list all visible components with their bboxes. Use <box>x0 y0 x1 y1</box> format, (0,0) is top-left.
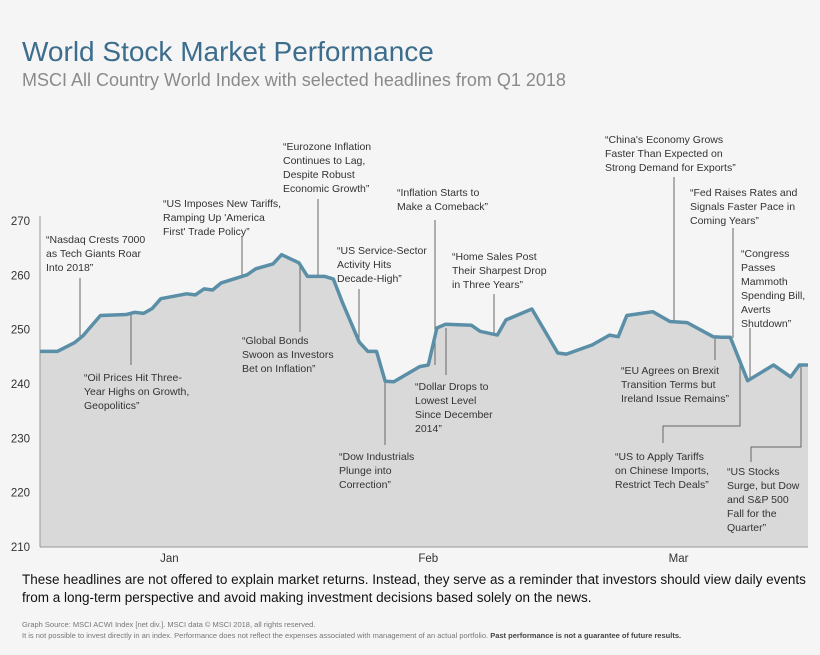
headline-annotation: “Inflation Starts to Make a Comeback” <box>397 187 489 213</box>
headline-annotation: “Congress Passes Mammoth Spending Bill, … <box>741 248 806 330</box>
graph-source: Graph Source: MSCI ACWI Index [net div.]… <box>22 620 316 629</box>
y-tick-label: 270 <box>11 216 30 228</box>
annotation-leader-14 <box>662 363 741 443</box>
page-title: World Stock Market Performance <box>22 36 434 67</box>
y-tick-label: 260 <box>11 270 30 282</box>
headline-annotation: “Oil Prices Hit Three- Year Highs on Gro… <box>84 372 190 412</box>
headline-annotation: “Dollar Drops to Lowest Level Since Dece… <box>415 381 493 435</box>
headline-annotation: “EU Agrees on Brexit Transition Terms bu… <box>621 365 729 405</box>
headline-annotation: “Global Bonds Swoon as Investors Bet on … <box>242 335 334 375</box>
index-line <box>40 252 808 384</box>
x-tick-label-jan: Jan <box>160 553 179 565</box>
headline-annotation: “China's Economy Grows Faster Than Expec… <box>605 134 736 174</box>
source-footer: Graph Source: MSCI ACWI Index [net div.]… <box>22 619 681 641</box>
disclaimer-line: It is not possible to invest directly in… <box>22 630 681 641</box>
y-tick-label: 250 <box>11 325 30 337</box>
x-tick-label-feb: Feb <box>418 553 438 565</box>
disclaimer-note: These headlines are not offered to expla… <box>22 572 806 605</box>
headline-annotation: “US Imposes New Tariffs, Ramping Up 'Ame… <box>163 198 282 238</box>
headline-annotation: “Dow Industrials Plunge into Correction” <box>339 451 415 491</box>
headline-annotation: “Eurozone Inflation Continues to Lag, De… <box>283 141 372 195</box>
disclaimer-bold: Past performance is not a guarantee of f… <box>490 631 682 640</box>
y-tick-label: 230 <box>11 433 30 445</box>
y-tick-label: 210 <box>11 542 30 554</box>
y-tick-label: 240 <box>11 379 30 391</box>
headline-annotation: “Fed Raises Rates and Signals Faster Pac… <box>690 187 798 227</box>
headline-annotation: “Home Sales Post Their Sharpest Drop in … <box>452 251 547 291</box>
index-area-chart: 210 220 230 240 250 260 270 Jan Feb Mar <box>11 177 809 565</box>
page-subtitle: MSCI All Country World Index with select… <box>22 70 566 90</box>
annotation-leader-16 <box>750 366 802 462</box>
y-tick-label: 220 <box>11 488 30 500</box>
x-tick-label-mar: Mar <box>669 553 689 565</box>
headline-annotation: “US Stocks Surge, but Dow and S&P 500 Fa… <box>727 466 800 534</box>
headline-annotation: “US to Apply Tariffs on Chinese Imports,… <box>615 451 709 491</box>
disclaimer-text: It is not possible to invest directly in… <box>22 631 489 640</box>
headline-annotation: “Nasdaq Crests 7000 as Tech Giants Roar … <box>46 234 146 274</box>
area-fill <box>40 254 808 547</box>
headline-annotation: “US Service-Sector Activity Hits Decade-… <box>337 245 427 285</box>
